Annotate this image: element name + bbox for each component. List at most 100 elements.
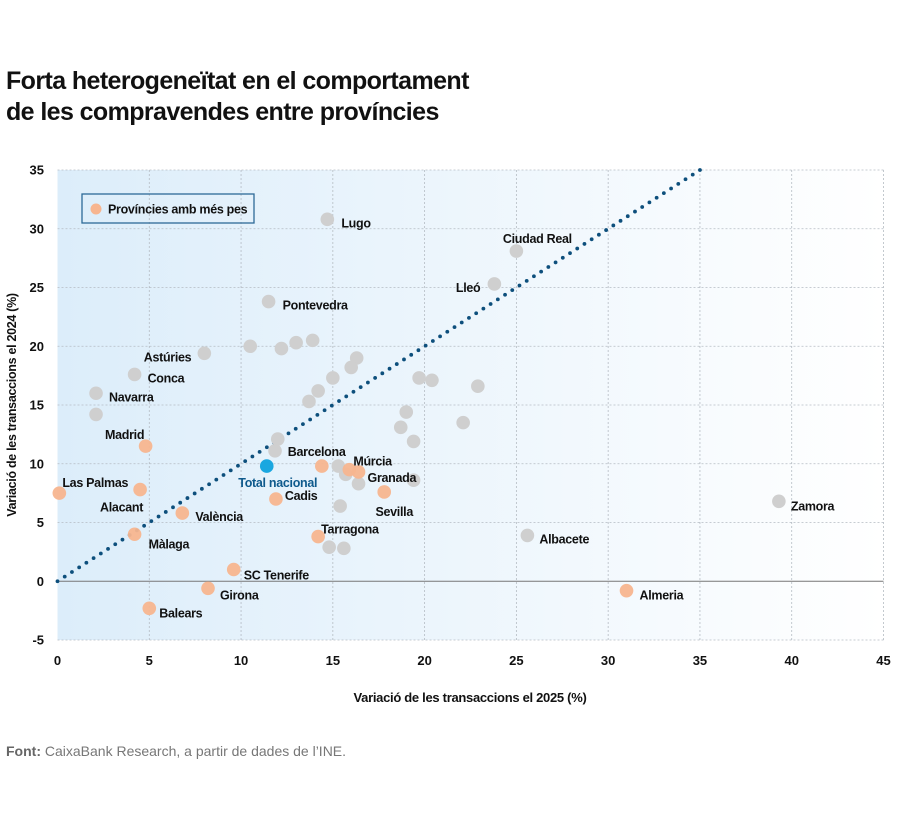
diagonal-dot	[589, 237, 594, 242]
diagonal-dot	[77, 565, 82, 570]
x-tick-label: 25	[509, 653, 523, 668]
data-point-barcelona	[270, 432, 285, 446]
point-label: Granada	[368, 471, 418, 485]
x-tick-label: 30	[601, 653, 615, 668]
y-tick-label: 10	[30, 456, 44, 471]
diagonal-dot	[192, 491, 197, 496]
diagonal-dot	[683, 177, 688, 182]
data-point-valència	[175, 506, 190, 520]
diagonal-dot	[113, 542, 118, 547]
diagonal-dot	[98, 551, 103, 556]
diagonal-dot	[647, 200, 652, 205]
data-point-lugo	[320, 212, 335, 227]
diagonal-dot	[264, 445, 269, 450]
diagonal-dot	[120, 537, 125, 542]
diagonal-dot	[633, 209, 637, 214]
data-point-other	[399, 405, 414, 419]
diagonal-dot	[539, 269, 544, 274]
diagonal-dot	[394, 362, 399, 366]
data-point-las-palmas	[52, 486, 67, 500]
y-tick-label: 35	[30, 163, 44, 178]
diagonal-dot	[402, 357, 406, 362]
diagonal-dot	[604, 228, 609, 232]
data-point-madrid	[138, 439, 153, 453]
data-point-sc-tenerife	[226, 562, 241, 577]
diagonal-dot	[91, 556, 96, 561]
data-point-alacant	[133, 482, 147, 497]
diagonal-dot	[430, 339, 435, 343]
data-point-other	[274, 341, 289, 356]
data-point-total-nacional	[259, 459, 274, 473]
diagonal-dot	[698, 168, 702, 172]
diagonal-dot	[358, 385, 363, 390]
point-label: Astúries	[144, 350, 192, 364]
y-tick-label: 30	[30, 221, 44, 236]
diagonal-dot	[611, 223, 616, 228]
point-label: Navarra	[109, 390, 155, 404]
data-point-almeria	[619, 583, 634, 598]
data-point-girona	[201, 581, 215, 596]
diagonal-dot	[481, 306, 486, 311]
point-labels: Lugo Ciudad Real Lleó Pontevedra Astúries Con…	[62, 216, 836, 620]
y-tick-label: 5	[37, 515, 44, 530]
diagonal-dot	[568, 251, 572, 256]
data-point-màlaga	[127, 527, 142, 542]
source-label: Font:	[6, 743, 41, 759]
data-point-ciudad-real	[509, 244, 524, 258]
data-point-sevilla	[377, 485, 392, 499]
data-point-other	[311, 384, 325, 398]
diagonal-dot	[171, 505, 175, 510]
point-label: Total nacional	[238, 476, 317, 490]
diagonal-dot	[445, 329, 450, 334]
diagonal-dot	[344, 394, 349, 399]
x-tick-label: 0	[54, 653, 61, 668]
point-label: Barcelona	[288, 445, 347, 459]
diagonal-dot	[315, 413, 320, 417]
diagonal-dot	[308, 417, 313, 422]
diagonal-dot	[149, 519, 154, 524]
data-point-other	[305, 333, 320, 348]
data-point-tarragona	[311, 529, 325, 544]
diagonal-dot	[373, 376, 378, 380]
data-point-other	[337, 541, 351, 556]
diagonal-dot	[214, 477, 219, 482]
diagonal-dot	[618, 218, 623, 223]
point-label: València	[195, 510, 244, 524]
diagonal-dot	[228, 468, 233, 473]
data-point-balears	[142, 601, 157, 616]
data-point-lleó	[487, 277, 502, 291]
x-axis-label: Variació de les transaccions el 2025 (%)	[354, 690, 587, 705]
data-point-astúries	[197, 346, 212, 361]
diagonal-dot	[654, 195, 659, 200]
data-point-other	[393, 420, 408, 435]
data-point-other	[344, 360, 358, 375]
diagonal-dot	[387, 366, 392, 371]
reference-line-y-equals-x	[55, 168, 702, 584]
point-label: Alacant	[100, 501, 144, 515]
data-point-highlight	[315, 459, 329, 473]
data-points	[52, 212, 786, 616]
data-point-zamora	[772, 494, 786, 509]
diagonal-dot	[495, 297, 500, 302]
point-label: Conca	[148, 371, 186, 385]
diagonal-dot	[250, 454, 255, 459]
diagonal-dot	[365, 380, 370, 385]
diagonal-dot	[106, 547, 110, 551]
data-point-other	[425, 373, 439, 388]
point-label: Balears	[159, 606, 202, 620]
diagonal-dot	[690, 172, 695, 177]
diagonal-dot	[142, 523, 147, 528]
axes: 0 5 10 15 20 25 30 35 40 45 -5 0 5 10 15 20 25 30 35	[30, 163, 891, 669]
diagonal-dot	[438, 334, 442, 339]
diagonal-dot	[582, 242, 587, 246]
diagonal-dot	[301, 422, 305, 427]
diagonal-dot	[337, 399, 341, 403]
diagonal-dot	[207, 482, 211, 487]
diagonal-dot	[199, 486, 204, 491]
diagonal-dot	[452, 325, 457, 330]
diagonal-dot	[625, 214, 630, 219]
x-tick-label: 45	[876, 653, 890, 668]
data-point-other	[322, 540, 336, 554]
